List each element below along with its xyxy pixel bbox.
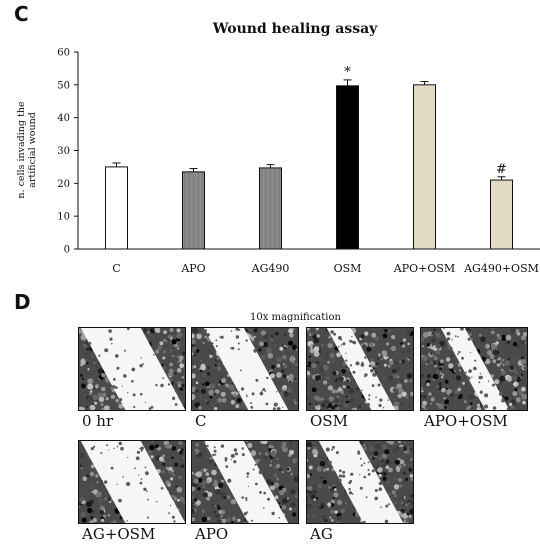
micrograph-ag	[306, 440, 414, 524]
micrograph-texture	[79, 328, 185, 410]
panel-c-letter: C	[14, 2, 29, 26]
x-category-label: APO	[180, 262, 205, 275]
micrograph-texture	[307, 441, 413, 523]
micrograph-c	[191, 327, 299, 411]
micrograph-apo	[191, 440, 299, 524]
y-ticks: 0 10 20 30 40 50 60	[57, 48, 78, 256]
micrograph-0-hr	[78, 327, 186, 411]
panel-d-letter: D	[14, 290, 31, 314]
micrograph-texture	[192, 441, 298, 523]
x-category-label: OSM	[334, 262, 362, 275]
x-category-label: AG490+OSM	[463, 262, 539, 275]
micrograph-osm	[306, 327, 414, 411]
micrograph-label: APO+OSM	[424, 412, 508, 430]
bar-chart: Wound healing assay n. cells invading th…	[16, 21, 540, 275]
micrograph-label: AG	[310, 525, 333, 543]
y-axis-label-line-1: n. cells invading the	[16, 101, 27, 199]
y-tick-label: 30	[57, 146, 70, 157]
y-axis-label: n. cells invading the artificial wound	[16, 101, 38, 199]
micrograph-texture	[421, 328, 527, 410]
y-tick-label: 40	[57, 113, 70, 124]
micrograph-apo-osm	[420, 327, 528, 411]
y-axis-label-line-2: artificial wound	[27, 112, 38, 188]
magnification-label: 10x magnification	[250, 312, 341, 323]
micrograph-label: OSM	[310, 412, 348, 430]
x-category-label: APO+OSM	[393, 262, 455, 275]
significance-marker: #	[496, 162, 507, 177]
micrograph-ag-osm	[78, 440, 186, 524]
y-tick-label: 60	[57, 48, 70, 59]
bar-ag490-osm	[490, 179, 513, 250]
micrograph-label: APO	[195, 525, 229, 543]
x-category-label: AG490	[251, 262, 290, 275]
micrograph-texture	[192, 328, 298, 410]
micrograph-texture	[79, 441, 185, 523]
y-tick-label: 20	[57, 179, 70, 190]
bar-apo-osm	[413, 84, 436, 250]
bar-c	[105, 166, 128, 250]
y-tick-label: 10	[57, 212, 70, 223]
chart-axes	[77, 52, 540, 250]
y-tick-label: 50	[57, 80, 70, 91]
significance-marker: *	[344, 65, 351, 80]
bar-osm	[336, 85, 359, 250]
micrograph-texture	[307, 328, 413, 410]
micrograph-label: AG+OSM	[82, 525, 156, 543]
chart-title: Wound healing assay	[212, 21, 378, 37]
x-category-labels: C APO AG490 OSM APO+OSM AG490+OSM	[112, 262, 539, 275]
micrograph-label: 0 hr	[82, 412, 114, 430]
chart-bars: *#	[105, 65, 513, 250]
x-category-label: C	[112, 262, 120, 275]
micrograph-label: C	[195, 412, 207, 430]
y-tick-label: 0	[64, 245, 70, 256]
